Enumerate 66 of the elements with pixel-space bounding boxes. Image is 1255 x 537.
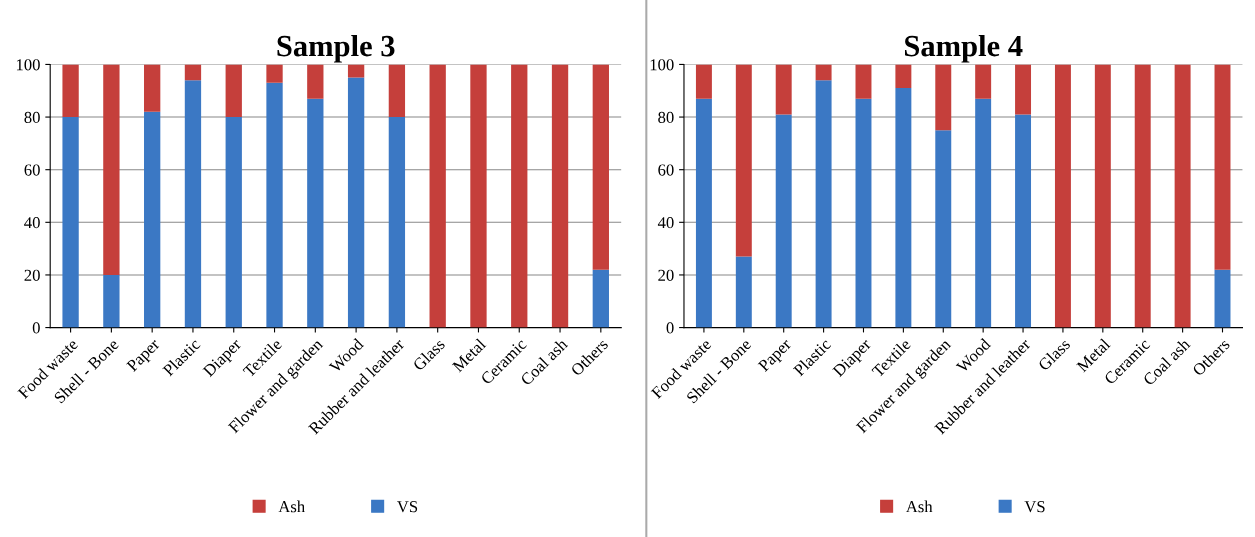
- bar: [266, 64, 283, 83]
- bar: [62, 64, 79, 118]
- y-tick-label: 0: [32, 322, 40, 334]
- bar: [103, 64, 120, 275]
- bar: [1015, 114, 1032, 328]
- bar: [184, 64, 202, 81]
- bar: [1094, 64, 1111, 328]
- bar: [388, 64, 406, 118]
- bar: [975, 98, 992, 328]
- bar: [775, 114, 792, 328]
- y-tick-label: 20: [24, 269, 40, 281]
- bar: [1174, 64, 1191, 328]
- legend-label: VS: [1024, 501, 1045, 513]
- bar: [695, 64, 712, 99]
- bar: [103, 274, 120, 328]
- bar: [225, 64, 242, 118]
- bar: [347, 64, 365, 78]
- bar: [1015, 64, 1032, 115]
- y-tick-label: 40: [657, 217, 674, 229]
- bar: [225, 117, 242, 328]
- bar: [735, 256, 752, 328]
- bar: [551, 64, 569, 328]
- y-tick-label: 80: [24, 111, 40, 124]
- bar: [592, 64, 609, 270]
- bar: [855, 98, 872, 328]
- bar: [815, 64, 832, 81]
- bar: [307, 98, 324, 328]
- bar: [470, 64, 487, 328]
- chart-title: Sample 4: [905, 34, 1023, 63]
- bar: [347, 77, 365, 328]
- bar: [144, 111, 161, 328]
- bar: [935, 64, 952, 131]
- bar: [695, 98, 712, 328]
- bar: [184, 80, 202, 328]
- y-tick-label: 60: [24, 164, 40, 176]
- bar: [775, 64, 792, 115]
- y-tick-label: 20: [658, 269, 674, 281]
- bar: [592, 269, 609, 328]
- y-tick-label: 100: [650, 59, 674, 71]
- bar: [429, 64, 446, 328]
- bar: [1134, 64, 1151, 328]
- bar: [1054, 64, 1071, 328]
- bar: [388, 117, 406, 328]
- legend-label: Ash: [278, 500, 305, 513]
- bar: [895, 88, 912, 328]
- bar: [975, 64, 992, 99]
- bar: [144, 64, 161, 112]
- legend-label: Ash: [905, 500, 933, 513]
- bar: [1214, 64, 1231, 270]
- y-tick-label: 80: [658, 111, 674, 124]
- y-tick-label: 100: [16, 59, 40, 71]
- bar: [895, 64, 912, 89]
- y-tick-label: 60: [658, 164, 674, 176]
- bar: [735, 64, 752, 257]
- chart-title: Sample 3: [277, 34, 395, 63]
- bar: [935, 130, 952, 328]
- legend-label: VS: [397, 501, 418, 513]
- bar: [1214, 269, 1231, 328]
- y-tick-label: 40: [24, 217, 40, 229]
- bar: [62, 117, 79, 328]
- bar: [307, 64, 324, 99]
- bar: [815, 80, 832, 328]
- bar: [266, 82, 283, 328]
- bar: [511, 64, 528, 328]
- y-tick-label: 0: [666, 322, 674, 334]
- bar: [855, 64, 872, 99]
